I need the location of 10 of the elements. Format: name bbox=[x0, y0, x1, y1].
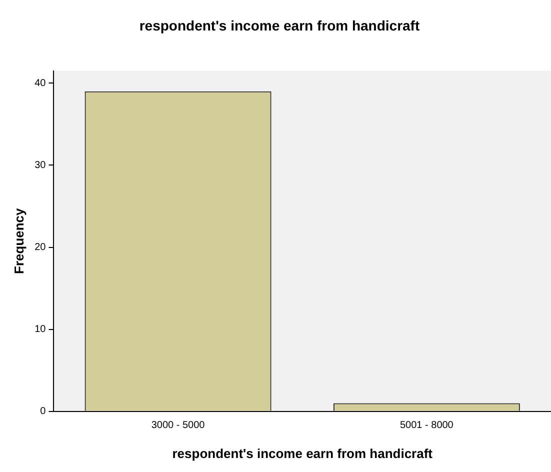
x-axis-title: respondent's income earn from handicraft bbox=[172, 446, 434, 461]
y-tick-label: 20 bbox=[34, 242, 46, 254]
y-tick-label: 10 bbox=[34, 324, 46, 336]
x-tick-label: 3000 - 5000 bbox=[151, 420, 206, 432]
y-axis-title: Frequency bbox=[11, 207, 26, 274]
y-tick-label: 40 bbox=[34, 78, 46, 89]
y-tick-label: 0 bbox=[40, 406, 46, 418]
y-tick-label: 30 bbox=[34, 160, 46, 171]
chart-title: respondent's income earn from handicraft bbox=[139, 17, 420, 34]
x-tick-label: 5001 - 8000 bbox=[400, 420, 454, 432]
